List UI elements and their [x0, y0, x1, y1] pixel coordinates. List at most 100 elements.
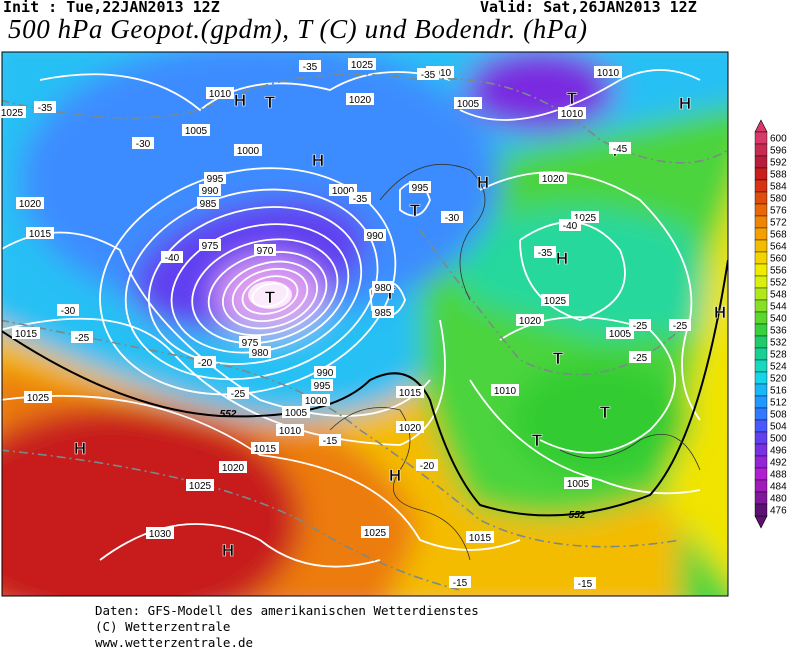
label-box [574, 577, 596, 589]
label-box [416, 459, 438, 471]
colorbar-label: 484 [770, 482, 787, 493]
colorbar-label: 520 [770, 374, 787, 385]
colorbar-label: 584 [770, 182, 787, 193]
label-box [516, 314, 544, 326]
colorbar-cell [754, 203, 768, 217]
label-box [541, 294, 569, 306]
colorbar-label: 560 [770, 254, 787, 265]
label-box [361, 526, 389, 538]
label-box [534, 246, 556, 258]
label-box [348, 58, 376, 70]
colorbar-arrow [754, 119, 768, 133]
label-box [491, 384, 519, 396]
temperature-label: -15 [578, 579, 593, 590]
colorbar-cell [754, 239, 768, 253]
temperature-label: -25 [633, 321, 648, 332]
low-center: T [385, 284, 396, 303]
high-center: H [714, 303, 726, 322]
isobar-label: 1025 [544, 296, 567, 307]
isobar-label: 1020 [222, 463, 245, 474]
label-box [26, 227, 54, 239]
temperature-label: -25 [231, 389, 246, 400]
low-center: T [265, 93, 276, 112]
label-box [282, 406, 310, 418]
isobar-label: 1025 [189, 481, 212, 492]
isobar-label: 990 [202, 186, 219, 197]
label-box [349, 192, 371, 204]
colorbar-cell [754, 131, 768, 145]
label-box [346, 93, 374, 105]
footer: Daten: GFS-Modell des amerikanischen Wet… [95, 603, 479, 648]
isobar-label: 1015 [29, 229, 52, 240]
label-box [319, 434, 341, 446]
label-box [199, 184, 221, 196]
isobar-label: 1005 [457, 99, 480, 110]
map-field [2, 52, 728, 596]
colorbar-cell [754, 311, 768, 325]
map-title: 500 hPa Geopot.(gpdm), T (C) und Bodendr… [8, 14, 588, 44]
label-box [239, 336, 261, 348]
label-box [12, 327, 40, 339]
colorbar-cell [754, 287, 768, 301]
label-box [559, 219, 581, 231]
label-box [539, 172, 567, 184]
high-center: H [556, 249, 568, 268]
temperature-label: -40 [563, 221, 578, 232]
colorbar-label: 592 [770, 158, 787, 169]
colorbar-label: 532 [770, 338, 787, 349]
label-box [311, 379, 333, 391]
isobar-label: 1005 [609, 329, 632, 340]
label-box [314, 366, 336, 378]
colorbar-cell [754, 167, 768, 181]
label-box [372, 306, 394, 318]
label-box [227, 387, 249, 399]
colorbar-cell [754, 155, 768, 169]
colorbar-cell [754, 455, 768, 469]
colorbar-cell [754, 383, 768, 397]
label-box [396, 386, 424, 398]
geopotential-label: 552 [569, 510, 586, 521]
label-box [396, 421, 424, 433]
colorbar-label: 580 [770, 194, 787, 205]
isobar-label: 1025 [351, 60, 374, 71]
isobar-label: 1015 [469, 533, 492, 544]
high-center: H [312, 151, 324, 170]
temperature-label: -35 [353, 194, 368, 205]
colorbar-cell [754, 227, 768, 241]
label-box [199, 239, 221, 251]
valid-time: Valid: Sat,26JAN2013 12Z [480, 0, 697, 16]
map-frame [1, 51, 729, 597]
label-box [417, 68, 439, 80]
colorbar-arrow [754, 515, 768, 529]
colorbar-cell [754, 323, 768, 337]
colorbar-cell [754, 431, 768, 445]
label-box [251, 442, 279, 454]
colorbar: 6005965925885845805765725685645605565525… [754, 119, 787, 529]
colorbar-cell [754, 467, 768, 481]
colorbar-cell [754, 275, 768, 289]
label-box [34, 101, 56, 113]
isobar-label: 1020 [542, 174, 565, 185]
colorbar-label: 540 [770, 314, 787, 325]
low-center: T [410, 201, 421, 220]
colorbar-label: 508 [770, 410, 787, 421]
colorbar-cell [754, 143, 768, 157]
isobar-label: 1030 [149, 529, 172, 540]
isobar-label: 1010 [279, 426, 302, 437]
label-box [204, 172, 226, 184]
label-box [409, 181, 431, 193]
temperature-label: -25 [75, 333, 90, 344]
temperature-label: -45 [613, 144, 628, 155]
label-box [669, 319, 691, 331]
label-box [454, 97, 482, 109]
isobar-label: 1020 [349, 95, 372, 106]
low-center: T [553, 349, 564, 368]
contour-552 [2, 259, 728, 517]
colorbar-label: 524 [770, 362, 787, 373]
label-box [302, 394, 330, 406]
label-box [197, 197, 219, 209]
high-center: H [477, 173, 489, 192]
isobar-label: 995 [314, 381, 331, 392]
colorbar-cell [754, 371, 768, 385]
isobar-label: 980 [375, 283, 392, 294]
